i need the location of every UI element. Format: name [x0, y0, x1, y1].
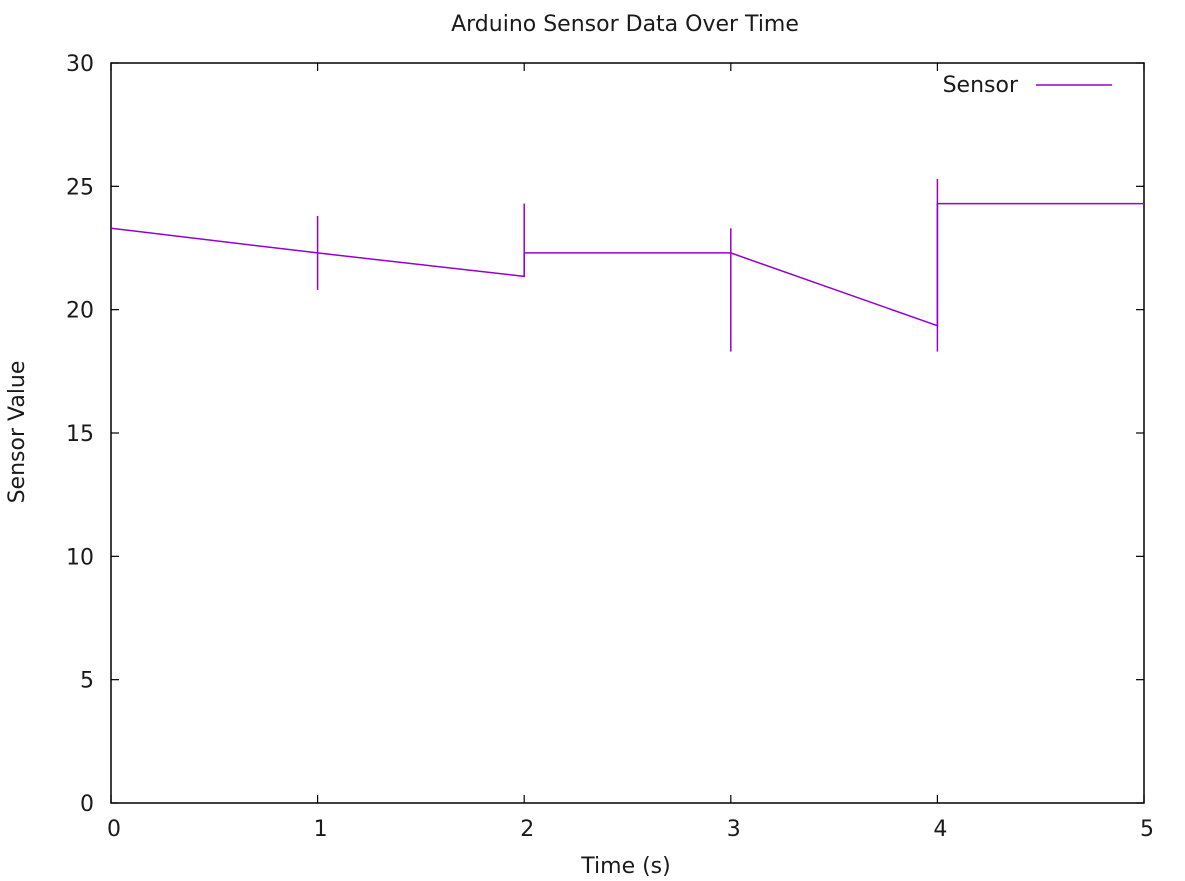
plot-frame [110, 62, 1145, 804]
x-tick-label: 4 [933, 817, 947, 842]
y-tick-label: 30 [66, 52, 94, 77]
x-tick-label: 0 [107, 817, 121, 842]
series-line-sensor [110, 202, 1144, 327]
y-axis-label: Sensor Value [5, 361, 30, 504]
y-tick-label: 25 [66, 175, 94, 200]
y-tick-label: 15 [66, 422, 94, 447]
x-tick-label: 1 [314, 817, 328, 842]
x-tick-label: 2 [520, 817, 534, 842]
series-layer [110, 178, 1144, 352]
x-tick-label: 3 [727, 817, 741, 842]
x-axis-label: Time (s) [580, 854, 670, 879]
legend: Sensor [943, 73, 1112, 98]
y-tick-labels: 0 5 10 15 20 25 30 [66, 52, 94, 817]
x-tick-label: 5 [1140, 817, 1154, 842]
legend-label-sensor: Sensor [943, 73, 1019, 98]
y-tick-label: 0 [80, 792, 94, 817]
y-tick-label: 10 [66, 545, 94, 570]
x-tick-labels: 0 1 2 3 4 5 [107, 817, 1154, 842]
axis-ticks [110, 62, 1145, 804]
y-tick-label: 5 [80, 669, 94, 694]
y-tick-label: 20 [66, 299, 94, 324]
chart-title: Arduino Sensor Data Over Time [451, 12, 799, 37]
